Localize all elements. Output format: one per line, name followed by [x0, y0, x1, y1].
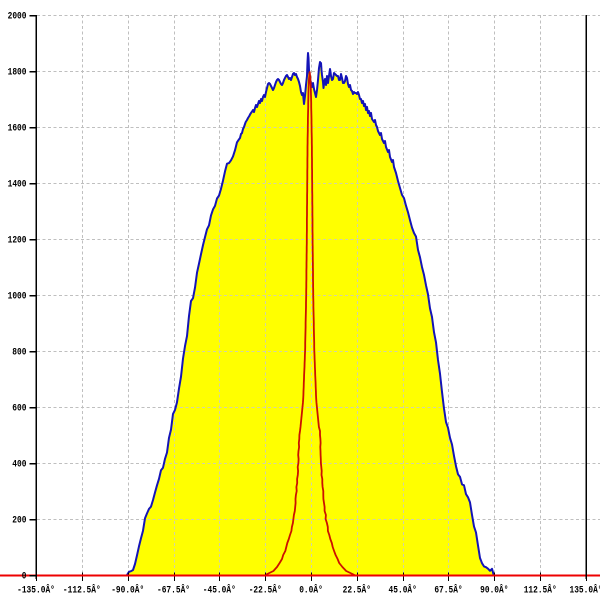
svg-text:400: 400: [12, 460, 26, 471]
svg-text:-135.0Â°: -135.0Â°: [17, 583, 55, 597]
svg-text:600: 600: [12, 404, 26, 415]
svg-text:800: 800: [12, 348, 26, 359]
svg-text:2000: 2000: [8, 12, 27, 23]
svg-text:-90.0Â°: -90.0Â°: [111, 583, 144, 597]
svg-text:112.5Â°: 112.5Â°: [524, 583, 557, 597]
svg-text:45.0Â°: 45.0Â°: [389, 583, 417, 597]
svg-text:-22.5Â°: -22.5Â°: [249, 583, 282, 597]
svg-text:-67.5Â°: -67.5Â°: [157, 583, 190, 597]
svg-text:1600: 1600: [8, 124, 27, 135]
svg-text:1800: 1800: [8, 68, 27, 79]
svg-text:1000: 1000: [8, 292, 27, 303]
svg-text:0: 0: [22, 572, 27, 583]
svg-text:67.5Â°: 67.5Â°: [434, 583, 462, 597]
svg-text:200: 200: [12, 516, 26, 527]
svg-text:-112.5Â°: -112.5Â°: [63, 583, 101, 597]
svg-text:0.0Â°: 0.0Â°: [299, 583, 323, 597]
svg-text:22.5Â°: 22.5Â°: [343, 583, 371, 597]
svg-text:1200: 1200: [8, 236, 27, 247]
svg-text:1400: 1400: [8, 180, 27, 191]
svg-text:-45.0Â°: -45.0Â°: [203, 583, 236, 597]
svg-text:90.0Â°: 90.0Â°: [480, 583, 508, 597]
svg-text:135.0Â°: 135.0Â°: [570, 583, 600, 597]
